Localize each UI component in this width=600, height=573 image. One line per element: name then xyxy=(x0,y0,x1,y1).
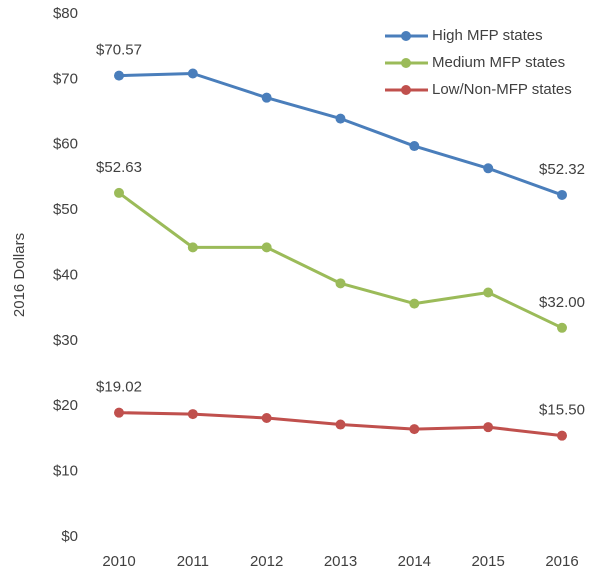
value-label: $70.57 xyxy=(96,42,142,59)
x-tick-label: 2010 xyxy=(102,553,135,570)
legend-marker xyxy=(401,31,411,41)
point xyxy=(114,187,124,198)
point xyxy=(483,422,494,433)
x-tick-label: 2014 xyxy=(398,553,431,570)
legend-marker xyxy=(401,85,411,95)
point xyxy=(261,413,272,424)
point xyxy=(557,430,567,441)
point xyxy=(557,322,567,333)
x-tick-label: 2011 xyxy=(177,553,209,570)
point xyxy=(335,419,346,430)
x-tick-label: 2013 xyxy=(324,553,357,570)
value-label: $32.00 xyxy=(539,294,585,311)
value-label: $19.02 xyxy=(96,379,142,396)
y-tick-label: $20 xyxy=(53,397,78,414)
legend-label: Medium MFP states xyxy=(432,54,565,71)
point xyxy=(114,70,124,81)
y-tick-label: $30 xyxy=(53,332,78,349)
value-label: $52.32 xyxy=(539,161,585,178)
point xyxy=(187,409,198,420)
y-tick-label: $80 xyxy=(53,5,78,22)
point xyxy=(187,242,198,253)
value-label: $52.63 xyxy=(96,159,142,176)
y-axis-label: 2016 Dollars xyxy=(11,233,28,317)
point xyxy=(335,278,346,289)
point xyxy=(114,407,124,418)
point xyxy=(483,163,494,174)
y-tick-label: $50 xyxy=(53,201,78,218)
point xyxy=(557,189,567,200)
point xyxy=(409,424,420,435)
legend-label: High MFP states xyxy=(432,27,543,44)
point xyxy=(261,242,272,253)
y-tick-label: $70 xyxy=(53,70,78,87)
value-label: $15.50 xyxy=(539,402,585,419)
y-tick-label: $60 xyxy=(53,136,78,153)
x-tick-label: 2016 xyxy=(545,553,578,570)
point xyxy=(409,141,420,152)
point xyxy=(335,113,346,124)
legend-marker xyxy=(401,58,411,68)
y-tick-label: $0 xyxy=(61,528,78,545)
legend-label: Low/Non-MFP states xyxy=(432,81,572,98)
point xyxy=(483,287,494,298)
point xyxy=(187,68,198,79)
point xyxy=(261,92,272,103)
y-tick-label: $10 xyxy=(53,463,78,480)
series-line xyxy=(118,191,563,330)
point xyxy=(409,298,420,309)
y-tick-label: $40 xyxy=(53,266,78,283)
x-tick-label: 2015 xyxy=(471,553,504,570)
x-tick-label: 2012 xyxy=(250,553,283,570)
